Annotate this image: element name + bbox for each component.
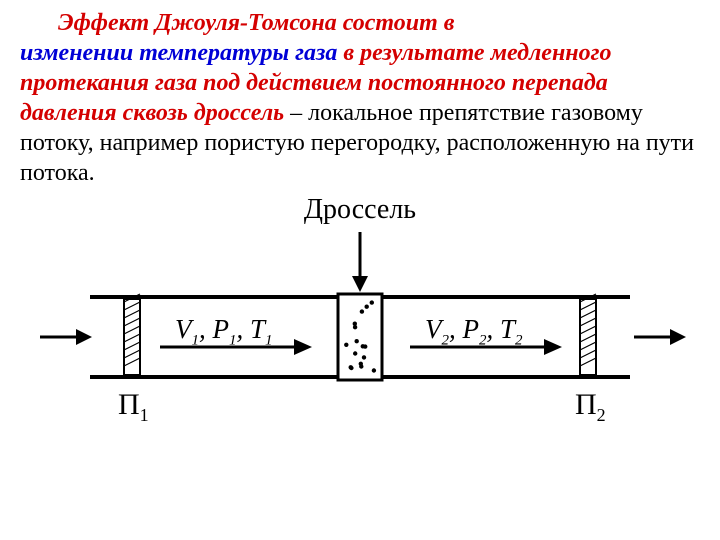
definition-paragraph: Эффект Джоуля-Томсона состоит в изменени… — [20, 8, 700, 188]
left-piston-label: П1 — [118, 388, 149, 426]
diagram-svg — [20, 222, 700, 462]
throttle-diagram: Дроссель V1, P1, T1 — [20, 192, 700, 452]
right-chamber-vars: V2, P2, T2 — [425, 314, 523, 349]
right-piston-label: П2 — [575, 388, 606, 426]
text-segment-2: изменении температуры газа — [20, 40, 337, 66]
left-chamber-vars: V1, P1, T1 — [175, 314, 273, 349]
text-segment-1: Эффект Джоуля-Томсона состоит в — [58, 10, 455, 36]
